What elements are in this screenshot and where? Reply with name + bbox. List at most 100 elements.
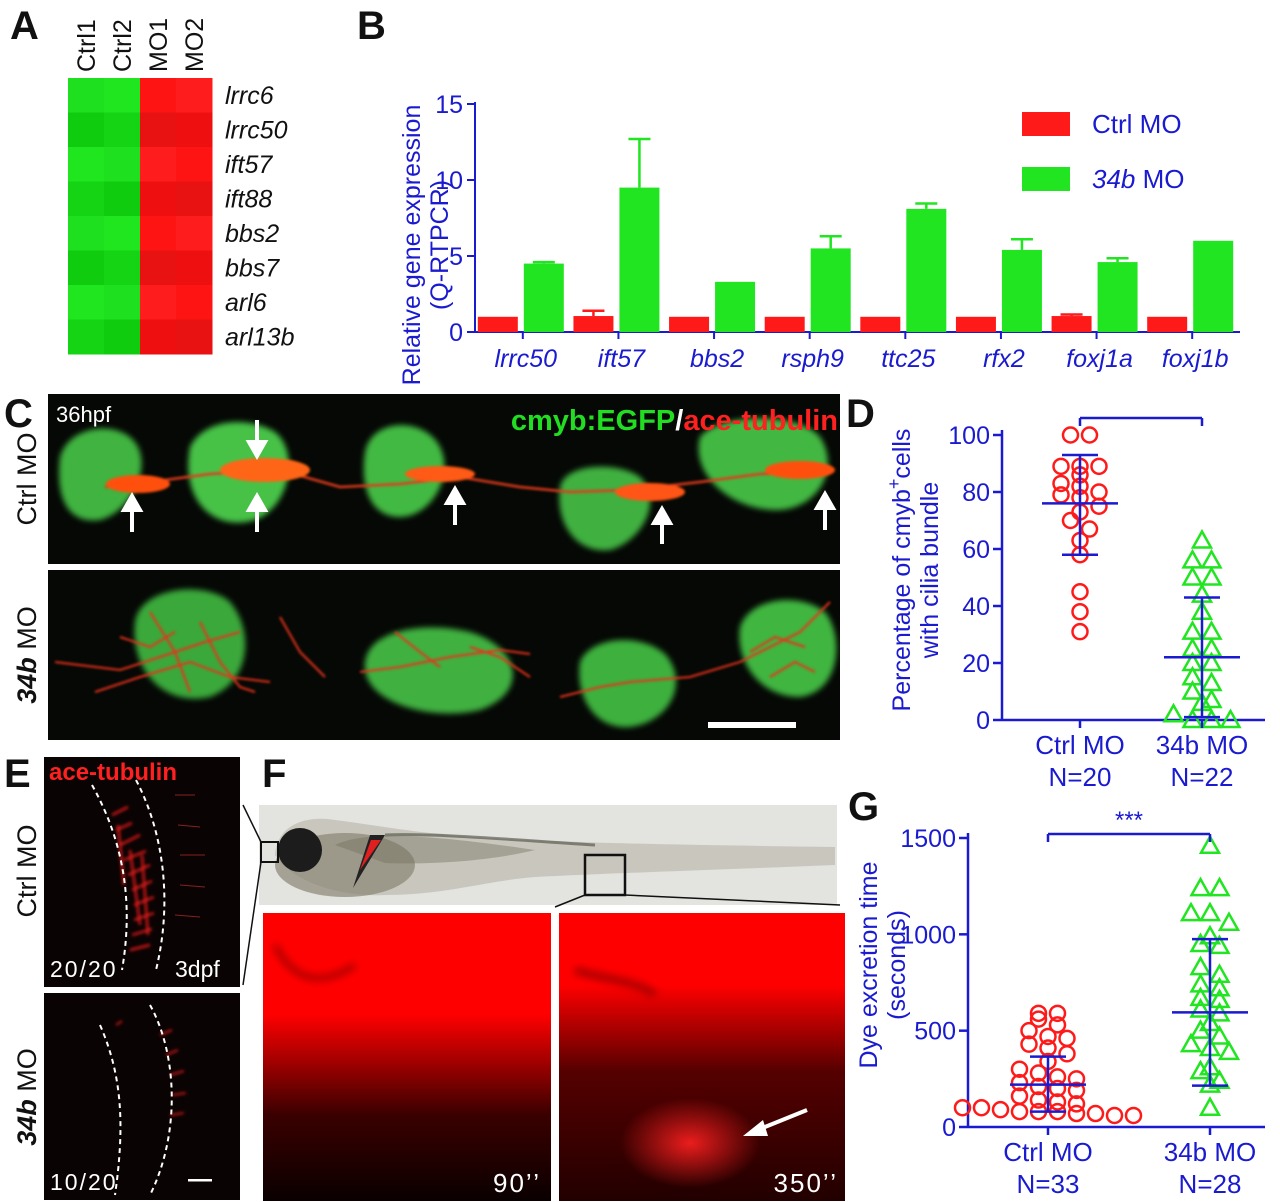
panel-f: 90’’ 350’’ — [242, 804, 845, 1201]
heatmap-cell — [104, 181, 141, 217]
b-x-tick-label: foxj1a — [1066, 345, 1133, 373]
c-stain-label: cmyb:EGFP/ace-tubulin — [511, 405, 838, 437]
g-point-ctrl — [1048, 1093, 1067, 1111]
bar-ctrl-mo — [477, 316, 518, 332]
heatmap-cell — [68, 147, 105, 182]
d-point-34b — [1162, 702, 1185, 723]
e-mo-outline-left — [99, 1024, 122, 1196]
e-mo-count: 10/20 — [50, 1169, 118, 1195]
g-point-ctrl — [1105, 1106, 1124, 1125]
g-point-ctrl — [1086, 1104, 1105, 1123]
bar-34b-mo — [619, 187, 660, 332]
bar-ctrl-mo — [1051, 316, 1092, 332]
d-point-ctrl — [1080, 426, 1099, 444]
heatmap-cell — [140, 112, 177, 148]
inset-line-e-top — [242, 804, 262, 843]
f-time-90: 90’’ — [493, 1168, 541, 1198]
e-ctrl-outline-left — [91, 784, 128, 971]
heatmap-column-label: Ctrl1 — [73, 19, 101, 72]
d-n-label: N=22 — [1171, 762, 1234, 792]
ctrl-cilia — [104, 458, 835, 501]
g-point-34b — [1189, 876, 1212, 897]
g-point-34b — [1189, 986, 1212, 1007]
heatmap-cell — [176, 78, 213, 113]
panel-label-d: D — [846, 392, 875, 436]
legend-swatch-ctrl — [1022, 112, 1070, 136]
e-mo-cilia — [115, 1020, 187, 1116]
b-y-tick-label: 15 — [435, 91, 463, 119]
panel-label-e: E — [4, 752, 31, 796]
pronephros-wedge — [353, 835, 385, 888]
d-y-tick-label: 40 — [962, 593, 990, 621]
c-stain-sep: / — [675, 405, 683, 437]
b-x-tick-label: ift57 — [598, 345, 646, 373]
heatmap-cell — [140, 216, 177, 251]
d-point-ctrl — [1071, 602, 1089, 621]
g-point-ctrl — [1067, 1095, 1086, 1113]
e-stage-label: 3dpf — [175, 956, 220, 982]
heatmap-cell — [176, 250, 213, 286]
g-point-ctrl — [1029, 1091, 1048, 1109]
f-time-350: 350’’ — [774, 1168, 838, 1198]
e-mo-outline-right — [149, 1004, 173, 1196]
panel-label-b: B — [357, 4, 386, 48]
g-point-ctrl — [1029, 1010, 1048, 1028]
b-ylabel-line1: Relative gene expression — [398, 105, 426, 386]
micrograph-panel-c: 36hpf cmyb:EGFP/ace-tubulin Ctrl MO 34b … — [12, 394, 840, 740]
b-x-tick-label: ttc25 — [881, 345, 935, 373]
e-row2-italic: 34b — [12, 1099, 42, 1146]
bar-ctrl-mo — [764, 316, 805, 332]
bar-ctrl-mo — [573, 316, 614, 332]
heatmap-cell — [140, 78, 177, 113]
panel-label-f: F — [262, 752, 287, 796]
legend-34b-italic: 34b — [1092, 164, 1135, 194]
g-point-ctrl — [1010, 1073, 1029, 1092]
g-point-ctrl — [1067, 1081, 1086, 1100]
g-point-ctrl — [1058, 1029, 1076, 1048]
heatmap-gene-label: ift57 — [225, 151, 273, 179]
pronephros-red — [360, 840, 381, 870]
panel-label-a: A — [10, 4, 39, 48]
g-point-ctrl — [1048, 1004, 1067, 1023]
d-point-34b — [1181, 548, 1204, 569]
g-y-tick-label: 0 — [942, 1114, 956, 1142]
legend-swatch-34b — [1022, 167, 1070, 191]
e-row2-label: 34b MO — [12, 1048, 42, 1146]
heatmap-column-label: Ctrl2 — [109, 19, 137, 72]
heatmap-cell — [68, 285, 105, 320]
heatmap-gene-label: bbs7 — [225, 255, 280, 283]
d-ylabel-sup: + — [884, 479, 904, 490]
d-point-34b — [1200, 565, 1223, 586]
g-sig-stars: *** — [1115, 807, 1143, 834]
d-y-tick-label: 60 — [962, 536, 990, 564]
heatmap-cell — [104, 250, 141, 286]
dye-90-streak — [272, 943, 357, 981]
d-ylabel-line2: with cilia bundle — [916, 482, 944, 660]
c-row1-label: Ctrl MO — [12, 433, 42, 526]
g-point-34b — [1217, 911, 1241, 932]
bar-chart-panel-b: 0 5 10 15 lrrc50 ift57 bbs2 rsph9 ttc25 rfx2 foxj… — [398, 91, 1240, 386]
d-point-34b — [1181, 708, 1204, 729]
g-n-label: N=33 — [1017, 1169, 1080, 1199]
g-point-34b — [1189, 1019, 1212, 1039]
heatmap-cell — [68, 319, 105, 355]
g-point-34b — [1208, 976, 1231, 997]
d-point-34b — [1219, 708, 1242, 729]
inset-line-f-right — [624, 894, 841, 906]
heatmap-cell — [176, 147, 213, 182]
heatmap-cell — [68, 78, 105, 113]
c-stain-red: ace-tubulin — [683, 405, 838, 437]
b-y-tick-label: 5 — [449, 243, 463, 271]
d-point-ctrl — [1080, 520, 1099, 538]
dye-bolus — [620, 1098, 760, 1188]
legend-label-ctrl: Ctrl MO — [1092, 109, 1182, 139]
e-ctrl-cilia — [111, 806, 155, 952]
scale-bar-e — [188, 1179, 212, 1182]
c-row2-italic: 34b — [12, 657, 42, 704]
heatmap-gene-label: arl6 — [225, 289, 267, 317]
bar-34b-mo — [810, 248, 851, 332]
heatmap-column-label: MO2 — [181, 18, 209, 72]
dye-arrow-shaft — [759, 1108, 808, 1131]
d-point-34b — [1181, 620, 1204, 640]
